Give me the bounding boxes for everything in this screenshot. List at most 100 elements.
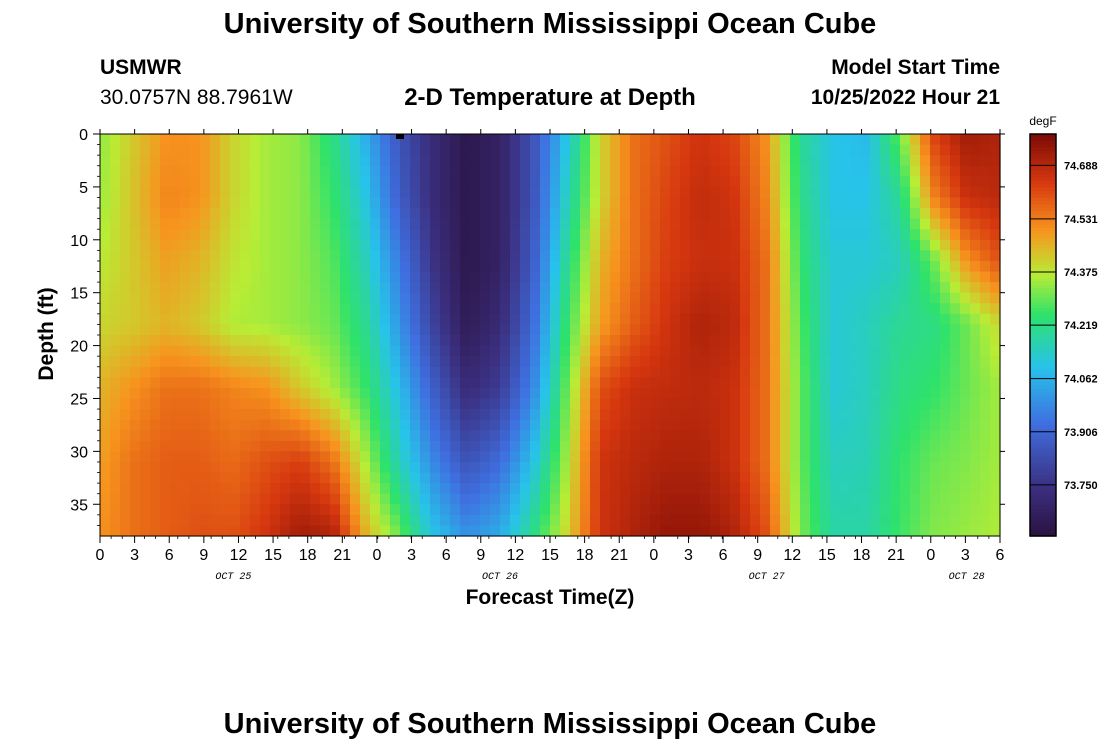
- heatmap-cell: [250, 377, 261, 389]
- heatmap-cell: [620, 387, 631, 400]
- heatmap-cell: [220, 303, 231, 315]
- heatmap-cell: [230, 282, 241, 294]
- heatmap-cell: [220, 419, 231, 431]
- heatmap-cell: [660, 144, 671, 156]
- heatmap-cell: [810, 313, 821, 326]
- heatmap-cell: [150, 504, 161, 516]
- heatmap-cell: [290, 430, 301, 442]
- heatmap-cell: [400, 440, 411, 452]
- heatmap-cell: [690, 419, 701, 431]
- heatmap-cell: [440, 197, 451, 209]
- heatmap-cell: [750, 472, 761, 484]
- heatmap-cell: [230, 176, 241, 188]
- heatmap-cell: [400, 366, 411, 378]
- heatmap-cell: [760, 451, 771, 463]
- heatmap-cell: [240, 271, 251, 283]
- heatmap-cell: [440, 144, 451, 156]
- heatmap-cell: [580, 155, 591, 167]
- heatmap-cell: [230, 313, 241, 326]
- heatmap-cell: [900, 419, 911, 431]
- heatmap-cell: [690, 514, 701, 527]
- heatmap-cell: [250, 313, 261, 326]
- heatmap-cell: [390, 208, 401, 220]
- heatmap-cell: [970, 218, 981, 230]
- heatmap-cell: [630, 377, 641, 389]
- heatmap-cell: [460, 282, 471, 294]
- heatmap-cell: [920, 155, 931, 167]
- heatmap-cell: [550, 356, 561, 368]
- heatmap-cell: [670, 218, 681, 230]
- heatmap-cell: [120, 356, 131, 368]
- heatmap-cell: [300, 165, 311, 177]
- heatmap-cell: [410, 398, 421, 410]
- colorbar-segment: [1030, 445, 1056, 450]
- heatmap-cell: [120, 165, 131, 177]
- heatmap-cell: [430, 356, 441, 368]
- heatmap-cell: [310, 366, 321, 378]
- heatmap-cell: [990, 165, 1001, 177]
- heatmap-cell: [540, 461, 551, 474]
- heatmap-cell: [790, 493, 801, 505]
- heatmap-cell: [290, 282, 301, 294]
- heatmap-cell: [950, 260, 961, 273]
- heatmap-cell: [600, 229, 611, 241]
- heatmap-cell: [450, 345, 461, 357]
- heatmap-cell: [830, 239, 841, 251]
- heatmap-cell: [510, 292, 521, 304]
- heatmap-cell: [970, 134, 981, 146]
- heatmap-cell: [190, 144, 201, 156]
- heatmap-cell: [990, 525, 1001, 537]
- heatmap-cell: [160, 250, 171, 262]
- heatmap-cell: [950, 483, 961, 495]
- heatmap-cell: [270, 409, 281, 421]
- heatmap-cell: [370, 176, 381, 188]
- heatmap-cell: [900, 525, 911, 537]
- heatmap-cell: [980, 165, 991, 177]
- heatmap-cell: [150, 208, 161, 220]
- heatmap-cell: [810, 260, 821, 273]
- heatmap-cell: [360, 398, 371, 410]
- heatmap-cell: [270, 356, 281, 368]
- heatmap-cell: [290, 271, 301, 283]
- heatmap-cell: [880, 260, 891, 273]
- heatmap-cell: [450, 229, 461, 241]
- heatmap-cell: [210, 218, 221, 230]
- heatmap-cell: [850, 451, 861, 463]
- heatmap-cell: [620, 218, 631, 230]
- heatmap-cell: [660, 409, 671, 421]
- heatmap-cell: [140, 229, 151, 241]
- heatmap-cell: [150, 239, 161, 251]
- heatmap-cell: [200, 176, 211, 188]
- heatmap-cell: [760, 208, 771, 220]
- heatmap-cell: [360, 229, 371, 241]
- heatmap-cell: [100, 335, 111, 347]
- heatmap-cell: [470, 176, 481, 188]
- colorbar-tick-label: 74.062: [1064, 374, 1098, 386]
- heatmap-cell: [410, 451, 421, 463]
- heatmap-cell: [420, 208, 431, 220]
- heatmap-cell: [810, 271, 821, 283]
- heatmap-cell: [110, 440, 121, 452]
- heatmap-cell: [960, 155, 971, 167]
- heatmap-cell: [440, 356, 451, 368]
- heatmap-cell: [290, 398, 301, 410]
- heatmap-cell: [250, 440, 261, 452]
- heatmap-cell: [660, 292, 671, 304]
- heatmap-cell: [170, 134, 181, 146]
- heatmap-cell: [420, 409, 431, 421]
- heatmap-cell: [350, 430, 361, 442]
- heatmap-cell: [870, 197, 881, 209]
- heatmap-cell: [100, 165, 111, 177]
- heatmap-cell: [840, 525, 851, 537]
- heatmap-cell: [470, 398, 481, 410]
- heatmap-cell: [920, 313, 931, 326]
- heatmap-cell: [670, 134, 681, 146]
- heatmap-cell: [260, 197, 271, 209]
- heatmap-cell: [890, 366, 901, 378]
- colorbar-segment: [1030, 190, 1056, 195]
- heatmap-cell: [440, 260, 451, 273]
- heatmap-cell: [870, 451, 881, 463]
- heatmap-cell: [720, 430, 731, 442]
- heatmap-cell: [680, 271, 691, 283]
- heatmap-cell: [610, 324, 621, 336]
